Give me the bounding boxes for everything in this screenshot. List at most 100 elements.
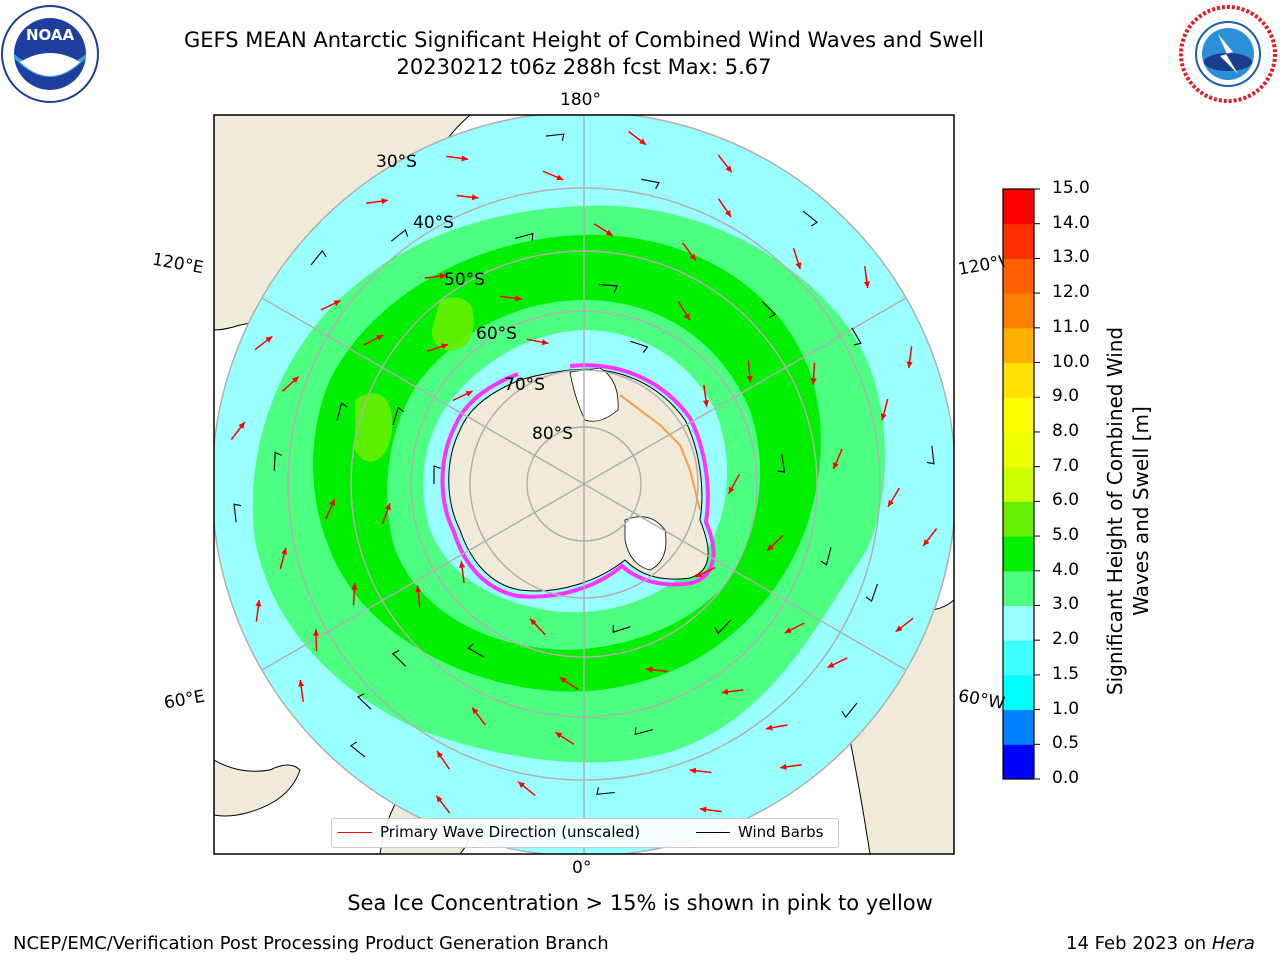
- wave-arrow-head: [765, 724, 773, 731]
- wind-barb: [630, 340, 649, 353]
- wind-barb: [802, 210, 819, 227]
- sea-ice-edge: [440, 363, 716, 599]
- wave-arrow-head: [795, 262, 802, 270]
- wave-arrow-head: [863, 281, 870, 288]
- colorbar-bin: [1003, 640, 1034, 676]
- wave-arrow-head: [923, 539, 930, 546]
- wave-arrow-head: [415, 585, 422, 593]
- wave-arrow-head: [381, 198, 388, 205]
- colorbar-bin: [1003, 466, 1034, 502]
- colorbar: [1002, 188, 1040, 780]
- wind-barb: [714, 619, 731, 635]
- wind-barb: [545, 133, 565, 142]
- wave-arrow-head: [827, 662, 835, 668]
- wave-arrow-head: [684, 313, 690, 321]
- colorbar-title: Significant Height of Combined Wind Wave…: [1103, 326, 1153, 696]
- colorbar-tick-label: 0.0: [1052, 768, 1080, 788]
- lat-label-30s: 30°S: [376, 152, 417, 172]
- vector-layer: [230, 130, 938, 838]
- wind-barb: [841, 702, 858, 719]
- colorbar-tick-label: 3.0: [1052, 594, 1080, 615]
- colorbar-bin: [1003, 327, 1034, 364]
- wave-arrow-head: [530, 618, 537, 626]
- colorbar-tick-label: 0.5: [1052, 733, 1080, 754]
- colorbar-bin: [1003, 258, 1034, 294]
- legend-item-wind-barbs: Wind Barbs: [696, 823, 823, 841]
- wave-arrow-head: [298, 680, 305, 687]
- wave-arrow-head: [436, 795, 443, 803]
- wave-arrow-head: [605, 229, 613, 236]
- wave-arrow-head: [880, 413, 887, 421]
- wind-barb: [391, 650, 407, 667]
- legend-swatch-wave: [338, 832, 372, 833]
- map-legend: Primary Wave Direction (unscaled) Wind B…: [331, 818, 839, 848]
- wind-barb: [634, 727, 653, 736]
- wave-arrow-head: [784, 627, 792, 633]
- wave-arrow-head: [281, 547, 288, 555]
- wave-arrow-head: [833, 462, 839, 470]
- colorbar-bin: [1003, 536, 1034, 572]
- colorbar-bin: [1003, 501, 1034, 537]
- wave-arrow-head: [329, 498, 335, 506]
- wind-barb: [777, 454, 786, 473]
- colorbar-tick-label: 15.0: [1052, 178, 1090, 198]
- colorbar-tick-label: 11.0: [1052, 316, 1090, 337]
- colorbar-tick-label: 6.0: [1052, 490, 1080, 511]
- lon-label-bottom: 0°: [572, 858, 592, 878]
- wave-arrow-head: [351, 583, 358, 590]
- wave-arrow-head: [441, 343, 448, 350]
- wave-arrow-head: [689, 767, 697, 774]
- meridian-60e-120w: [261, 297, 907, 671]
- wind-barb: [515, 232, 534, 241]
- map-frame: [213, 114, 955, 855]
- lat-label-50s: 50°S: [444, 270, 485, 290]
- wave-arrow-head: [780, 763, 787, 770]
- colorbar-tick-label: 8.0: [1052, 420, 1080, 441]
- colorbar-bin: [1003, 293, 1034, 329]
- legend-item-wave-direction: Primary Wave Direction (unscaled): [338, 823, 640, 841]
- lat-label-40s: 40°S: [413, 213, 454, 233]
- wave-arrow-head: [695, 571, 703, 577]
- wind-barb: [599, 284, 618, 293]
- colorbar-bin: [1003, 223, 1034, 259]
- colorbar-tick-label: 10.0: [1052, 351, 1090, 372]
- wave-arrow-head: [471, 194, 479, 201]
- wave-arrow-head: [437, 751, 443, 758]
- colorbar-tick-label: 1.0: [1052, 698, 1080, 719]
- wave-arrow-head: [292, 376, 299, 383]
- colorbar-tick-label: 7.0: [1052, 455, 1080, 476]
- wave-arrow-head: [689, 253, 696, 261]
- chart-title: GEFS MEAN Antarctic Significant Height o…: [183, 28, 985, 52]
- wave-arrow-head: [238, 422, 245, 429]
- wind-barb: [390, 229, 409, 242]
- wave-arrow-head: [702, 400, 709, 407]
- chart-subtitle: 20230212 t06z 288h fcst Max: 5.67: [396, 55, 772, 79]
- colorbar-bin: [1003, 674, 1034, 711]
- lat-label-70s: 70°S: [504, 375, 545, 395]
- wind-barb: [357, 693, 372, 710]
- noaa-logo-text: NOAA: [26, 26, 75, 44]
- colorbar-tick-label: 1.5: [1052, 663, 1080, 684]
- weddell-ice-shelf: [624, 516, 667, 571]
- wave-arrow-head: [810, 378, 817, 385]
- colorbar-tick-label: 4.0: [1052, 559, 1080, 580]
- wave-arrow-head: [555, 732, 563, 739]
- wave-arrow-head: [746, 375, 753, 383]
- wave-arrow-head: [888, 499, 894, 507]
- map-area: [214, 115, 954, 854]
- colorbar-tick-label: 9.0: [1052, 386, 1080, 407]
- wind-barb: [392, 406, 405, 426]
- wave-arrow-head: [541, 339, 549, 346]
- wind-barb: [467, 643, 485, 658]
- wind-barb: [273, 451, 282, 471]
- colorbar-tick-label: 12.0: [1052, 282, 1090, 303]
- wave-arrow-head: [333, 300, 341, 306]
- wave-arrow-head: [255, 599, 262, 607]
- colorbar-bin: [1003, 397, 1034, 433]
- footer-credit: NCEP/EMC/Verification Post Processing Pr…: [13, 933, 609, 954]
- wave-arrow-head: [895, 625, 903, 632]
- colorbar-tick-label: 14.0: [1052, 212, 1090, 233]
- wind-barb: [336, 402, 348, 421]
- wind-barb: [433, 465, 441, 484]
- wave-arrow-head: [699, 806, 707, 813]
